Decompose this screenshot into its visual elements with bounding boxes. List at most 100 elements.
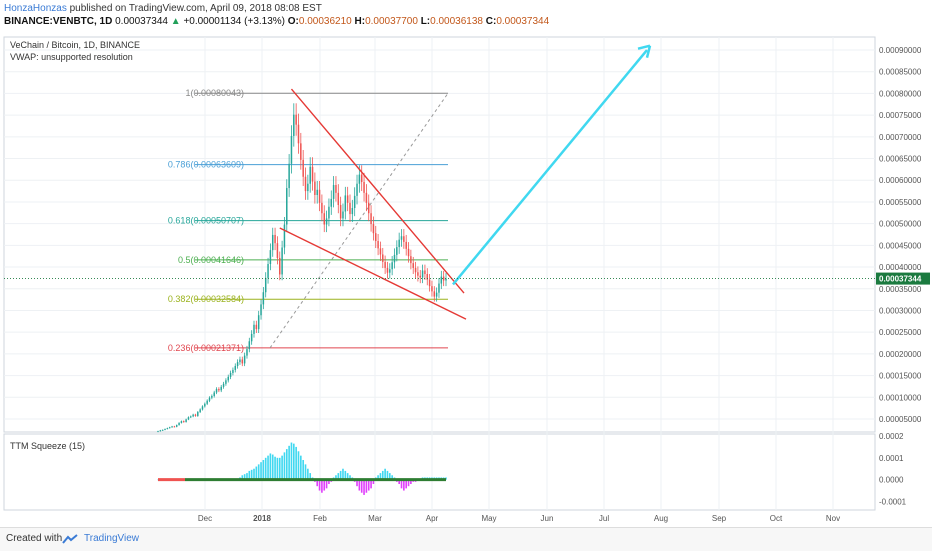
trend-drawings[interactable] (4, 44, 875, 320)
candle-body (349, 202, 351, 215)
histogram-bar (276, 457, 279, 480)
histogram-bar (309, 473, 312, 480)
candle-body (426, 274, 429, 280)
publish-info: HonzaHonzas published on TradingView.com… (4, 3, 322, 14)
candle-body (246, 349, 248, 356)
symbol-info: BINANCE:VENBTC, 1D 0.00037344 ▲ +0.00001… (4, 16, 549, 27)
histogram-bar (241, 475, 244, 480)
close-value: 0.00037344 (496, 16, 550, 27)
fib-trend-line (269, 92, 449, 349)
candle-body (236, 362, 239, 367)
squeeze-histogram (157, 442, 447, 495)
histogram-bar (344, 470, 347, 480)
candle-body (218, 389, 220, 391)
price-tick-label: 0.00040000 (879, 263, 922, 272)
histogram-bar (370, 479, 372, 489)
symbol-label[interactable]: BINANCE:VENBTC, 1D (4, 16, 113, 27)
time-tick-label: Oct (770, 514, 783, 523)
histogram-bar (337, 473, 340, 480)
publish-header: HonzaHonzas published on TradingView.com… (0, 0, 932, 30)
candle-body (264, 277, 267, 293)
time-tick-label: Sep (712, 514, 727, 523)
histogram-bar (360, 479, 363, 493)
candle-body (262, 292, 265, 305)
candle-body (346, 195, 349, 203)
candle-body (274, 234, 276, 244)
histogram-bar (250, 469, 253, 480)
candle-body (269, 250, 272, 265)
price-tick-label: 0.00015000 (879, 372, 922, 381)
histogram-bar (262, 460, 265, 480)
histogram-bar (381, 470, 384, 480)
histogram-bar (302, 460, 304, 480)
candle-body (286, 188, 288, 225)
chart-legend-title: VeChain / Bitcoin, 1D, BINANCE (10, 40, 140, 50)
fib-level-label: 0.5(0.00041646) (178, 255, 244, 265)
histogram-bar (335, 475, 337, 480)
candle-body (424, 270, 426, 274)
candle-body (257, 315, 260, 330)
candle-body (440, 276, 443, 284)
candle-body (199, 409, 201, 413)
price-tick-label: 0.00080000 (879, 89, 922, 98)
histogram-bar (400, 479, 403, 489)
candle-body (204, 403, 206, 407)
price-tick-label: 0.00075000 (879, 111, 922, 120)
candle-body (239, 359, 241, 363)
histogram-bar (358, 479, 361, 491)
histogram-bar (267, 455, 269, 480)
candle-body (215, 389, 218, 393)
candle-body (171, 426, 173, 428)
candle-body (365, 192, 368, 203)
histogram-bar (264, 457, 267, 480)
price-tick-label: 0.00010000 (879, 393, 922, 402)
last-price-tag (876, 272, 930, 285)
price-tick-label: 0.00090000 (879, 46, 922, 55)
candle-body (300, 143, 302, 160)
histogram-bar (325, 479, 328, 489)
indicator-legend: TTM Squeeze (15) (10, 441, 85, 451)
price-tick-label: 0.00055000 (879, 198, 922, 207)
main-pane[interactable] (3, 36, 876, 433)
histogram-bar (248, 470, 251, 480)
candle-body (297, 124, 300, 144)
histogram-bar (403, 479, 405, 491)
close-label: C: (485, 16, 497, 27)
candle-body (279, 257, 281, 275)
histogram-bar (339, 470, 342, 480)
fibonacci-retracement[interactable]: 1(0.00080043) 0.786(0.00063609) 0.618(0.00… (168, 88, 449, 353)
indicator-pane[interactable] (3, 433, 876, 511)
candle-body (332, 185, 335, 199)
histogram-bar (379, 473, 382, 480)
time-tick-label: 2018 (253, 514, 271, 523)
candle-body (321, 202, 323, 214)
candle-body (351, 208, 354, 215)
time-tick-label: Dec (198, 514, 212, 523)
price-axis[interactable]: 0.00090000 0.00085000 0.00080000 0.00075000… (876, 46, 930, 424)
footer: Created with TradingView (0, 527, 932, 551)
indicator-tick-label: -0.0001 (879, 497, 907, 506)
candle-body (211, 395, 213, 398)
time-axis[interactable]: Dec 2018 Feb Mar Apr May Jun Jul Aug Sep Oct Nov (198, 514, 840, 523)
candle-body (197, 412, 199, 416)
histogram-bar (307, 468, 309, 480)
price-change: +0.00001134 (+3.13%) (183, 16, 285, 27)
created-with-text: Created with (6, 533, 63, 544)
indicator-axis[interactable]: 0.0002 0.0001 0.0000 -0.0001 (879, 432, 907, 506)
author-link[interactable]: HonzaHonzas (4, 3, 67, 14)
candle-body (243, 355, 246, 364)
candle-body (407, 248, 410, 257)
candle-body (227, 376, 229, 381)
candle-body (389, 269, 391, 273)
tradingview-link[interactable]: TradingView (84, 533, 140, 544)
candle-body (175, 425, 178, 427)
candle-body (314, 181, 316, 195)
price-tick-label: 0.00030000 (879, 306, 922, 315)
histogram-bar (349, 475, 351, 480)
candle-body (190, 416, 192, 418)
histogram-bar (407, 479, 410, 487)
candle-body (428, 279, 431, 287)
candle-body (393, 254, 396, 263)
candle-body (328, 206, 330, 219)
